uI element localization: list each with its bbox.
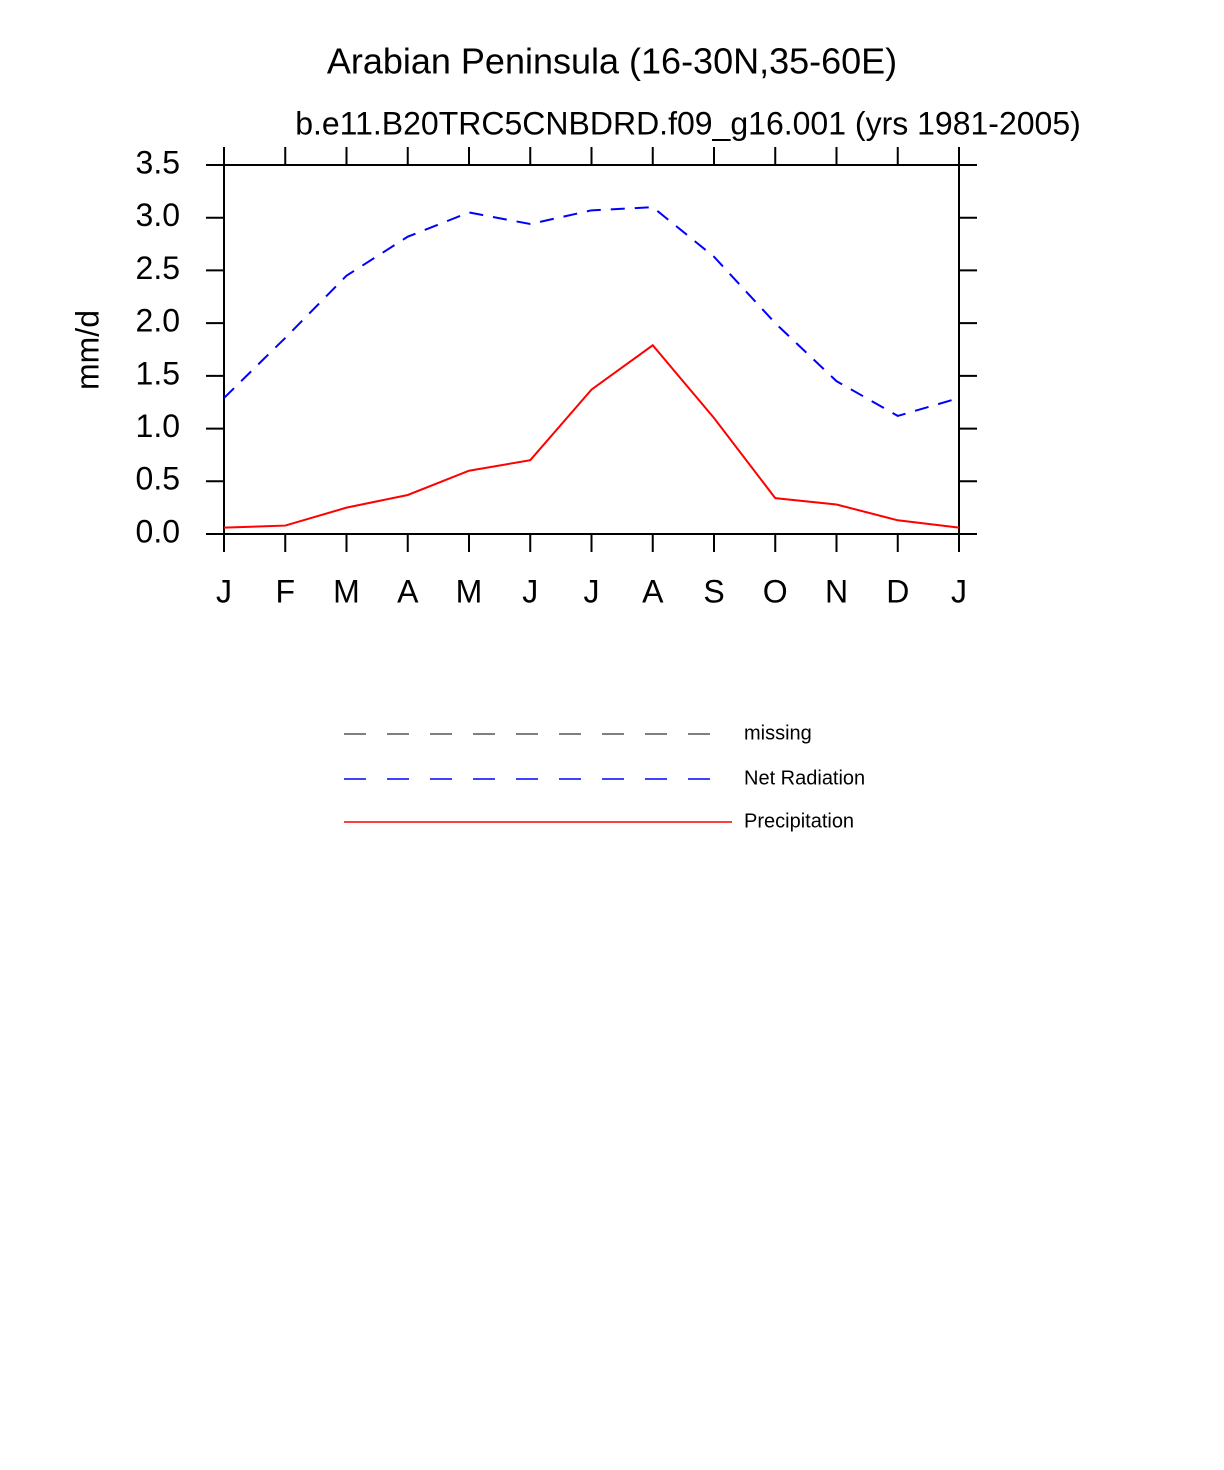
x-tick-label: O	[763, 573, 788, 609]
y-tick-label: 3.5	[136, 144, 180, 180]
chart-title: Arabian Peninsula (16-30N,35-60E)	[327, 41, 897, 82]
y-tick-label: 1.5	[136, 355, 180, 391]
x-tick-label: J	[951, 573, 967, 609]
y-tick-label: 1.0	[136, 408, 180, 444]
x-tick-label: J	[522, 573, 538, 609]
y-tick-label: 2.5	[136, 250, 180, 286]
x-tick-label: M	[333, 573, 360, 609]
x-tick-label: N	[825, 573, 848, 609]
x-tick-label: A	[642, 573, 664, 609]
chart-subtitle: b.e11.B20TRC5CNBDRD.f09_g16.001 (yrs 198…	[295, 105, 1081, 141]
x-tick-label: F	[275, 573, 295, 609]
legend-label: missing	[744, 722, 812, 744]
x-tick-label: S	[703, 573, 724, 609]
y-tick-label: 0.5	[136, 461, 180, 497]
x-tick-label: J	[216, 573, 232, 609]
x-tick-label: A	[397, 573, 419, 609]
legend-label: Precipitation	[744, 810, 854, 832]
x-tick-label: J	[584, 573, 600, 609]
series-line	[223, 206, 960, 417]
x-tick-label: M	[456, 573, 483, 609]
y-tick-label: 3.0	[136, 197, 180, 233]
y-axis-label: mm/d	[69, 310, 105, 390]
x-tick-label: D	[886, 573, 909, 609]
series-line	[223, 343, 960, 529]
y-tick-label: 0.0	[136, 513, 180, 549]
y-tick-label: 2.0	[136, 303, 180, 339]
legend-label: Net Radiation	[744, 767, 865, 789]
